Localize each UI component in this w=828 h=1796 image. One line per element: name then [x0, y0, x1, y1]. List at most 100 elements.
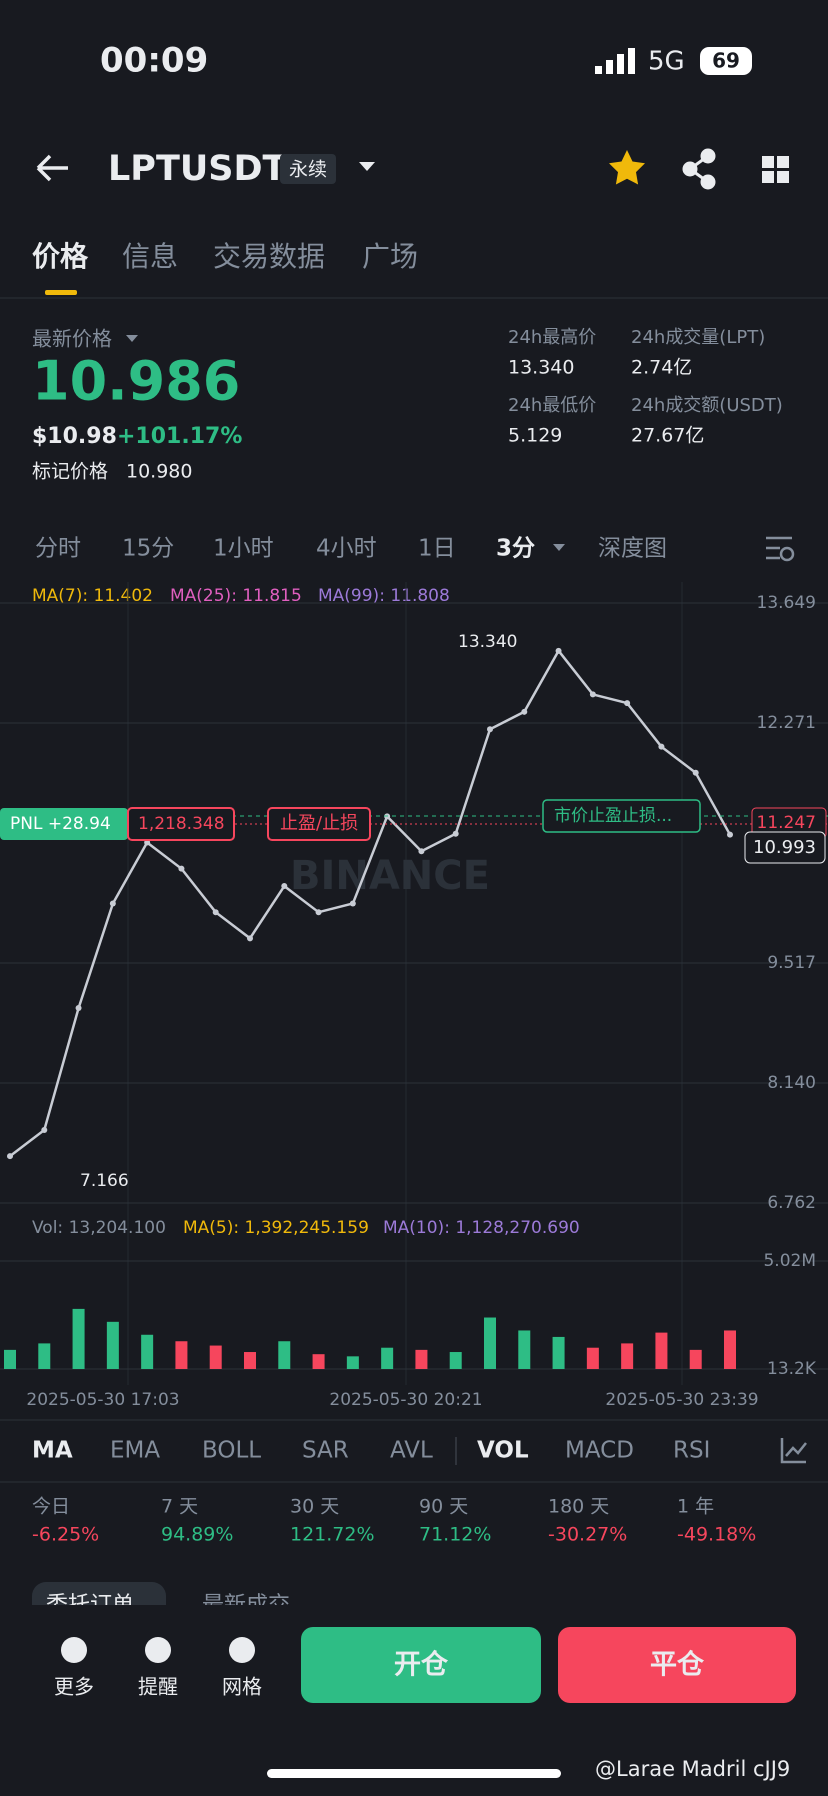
y-tick-label: 8.140 — [767, 1073, 816, 1093]
stat-label: 24h最高价 — [508, 327, 596, 348]
chart-settings-icon[interactable] — [766, 536, 795, 562]
price-point — [555, 647, 562, 654]
volume-bar — [175, 1341, 188, 1369]
ma-legend: MA(7): 11.402 — [32, 586, 153, 606]
period: 今日 — [32, 1496, 70, 1518]
chart-watermark: BINANCE — [290, 853, 490, 899]
indicator-tab[interactable]: BOLL — [202, 1438, 261, 1464]
pnl-box — [0, 808, 128, 840]
x-tick-label: 2025-05-30 17:03 — [26, 1390, 179, 1410]
close-button[interactable] — [558, 1627, 796, 1703]
interval-tab[interactable]: 3分 — [496, 536, 535, 562]
price-point — [624, 700, 631, 707]
tab[interactable]: 广场 — [362, 240, 418, 273]
market-tpsl-box[interactable] — [542, 799, 701, 833]
period-change: 71.12% — [419, 1524, 491, 1546]
price-point — [109, 900, 116, 907]
interval-tab[interactable]: 分时 — [35, 536, 81, 562]
y-tick-label: 9.517 — [767, 953, 816, 973]
indicator-tab[interactable]: VOL — [477, 1438, 529, 1464]
tab[interactable]: 交易数据 — [213, 240, 325, 273]
mark-price: 10.980 — [126, 461, 192, 483]
price-point — [247, 935, 253, 942]
tpsl[interactable]: 止盈/止损 — [280, 813, 358, 834]
status-time: 00:09 — [100, 41, 208, 81]
indicator-tab[interactable]: RSI — [673, 1438, 710, 1464]
tool-icon[interactable] — [145, 1637, 171, 1663]
period-change: -30.27% — [548, 1524, 627, 1546]
contract-badge — [280, 154, 336, 184]
price-point — [418, 848, 425, 855]
interval-tab[interactable]: 深度图 — [598, 536, 667, 562]
volume-bar — [518, 1330, 531, 1369]
stat-value: 5.129 — [508, 425, 562, 447]
back-button[interactable] — [36, 154, 68, 182]
volume-bar — [141, 1334, 154, 1369]
tool-label[interactable]: 更多 — [54, 1675, 94, 1699]
indicator-tab[interactable]: MACD — [565, 1438, 634, 1464]
share-icon[interactable] — [682, 148, 716, 190]
interval-tab[interactable]: 1小时 — [213, 536, 274, 562]
tab[interactable]: 价格 — [32, 240, 89, 273]
position-box — [127, 807, 235, 841]
tool-icon[interactable] — [229, 1637, 255, 1663]
interval-tab[interactable]: 4小时 — [316, 536, 377, 562]
open-label[interactable]: 开仓 — [394, 1650, 449, 1681]
volume-bar — [346, 1356, 359, 1369]
x-tick-label: 2025-05-30 20:21 — [329, 1390, 482, 1410]
contract-type: 永续 — [289, 159, 327, 181]
tool-label[interactable]: 网格 — [222, 1675, 262, 1699]
indicator-settings-icon[interactable] — [780, 1438, 807, 1464]
volume-tick-label: 13.2K — [767, 1359, 817, 1379]
market-tpsl[interactable]: 市价止盈止损... — [554, 806, 672, 826]
y-tick-label: 12.271 — [757, 713, 816, 733]
high-label: 13.340 — [458, 632, 517, 652]
tool-icon[interactable] — [61, 1637, 87, 1663]
interval-tab[interactable]: 15分 — [122, 536, 174, 562]
volume-legend: Vol: 13,204.100 — [32, 1218, 166, 1238]
volume-bar — [72, 1308, 85, 1369]
price-point — [41, 1126, 48, 1133]
volume-bar — [312, 1354, 325, 1369]
low-label: 7.166 — [80, 1171, 129, 1191]
price-point — [315, 909, 322, 916]
period-change: 121.72% — [290, 1524, 375, 1546]
volume-bar — [4, 1349, 16, 1369]
volume-bar — [381, 1347, 394, 1369]
favorite-star[interactable] — [609, 150, 645, 185]
indicator-tab[interactable]: AVL — [390, 1438, 433, 1464]
indicator-tab[interactable]: MA — [32, 1438, 73, 1464]
price-point — [75, 1005, 82, 1012]
volume-bar — [244, 1352, 256, 1369]
last-price: 10.986 — [32, 350, 240, 413]
battery — [700, 47, 752, 75]
grid-icon[interactable] — [762, 156, 789, 183]
battery-level: 69 — [712, 49, 740, 73]
open-button[interactable] — [301, 1627, 541, 1703]
volume-bar — [449, 1352, 462, 1369]
indicator-tab[interactable]: EMA — [110, 1438, 160, 1464]
interval-tab[interactable]: 1日 — [418, 536, 456, 562]
tab[interactable]: 信息 — [122, 240, 178, 273]
tpsl-box[interactable] — [267, 807, 371, 841]
stat-value: 2.74亿 — [631, 357, 692, 379]
indicator-tab[interactable]: SAR — [302, 1438, 349, 1464]
symbol[interactable]: LPTUSDT — [108, 149, 287, 189]
volume-bar — [209, 1345, 222, 1369]
price-point — [281, 883, 288, 890]
period-change: -6.25% — [32, 1524, 99, 1546]
interval-dropdown[interactable] — [553, 544, 565, 551]
symbol-dropdown[interactable] — [359, 162, 375, 171]
price-point — [487, 726, 493, 733]
close-label[interactable]: 平仓 — [650, 1650, 705, 1681]
price-point — [692, 769, 699, 776]
price-point — [727, 831, 733, 838]
volume-legend: MA(5): 1,392,245.159 — [183, 1218, 369, 1238]
volume-bar — [415, 1349, 428, 1369]
tool-label[interactable]: 提醒 — [138, 1675, 178, 1699]
stat-label: 24h成交额(USDT) — [631, 395, 783, 416]
price-point — [7, 1153, 13, 1160]
tab-indicator — [45, 290, 77, 295]
ma-legend: MA(25): 11.815 — [170, 586, 302, 606]
